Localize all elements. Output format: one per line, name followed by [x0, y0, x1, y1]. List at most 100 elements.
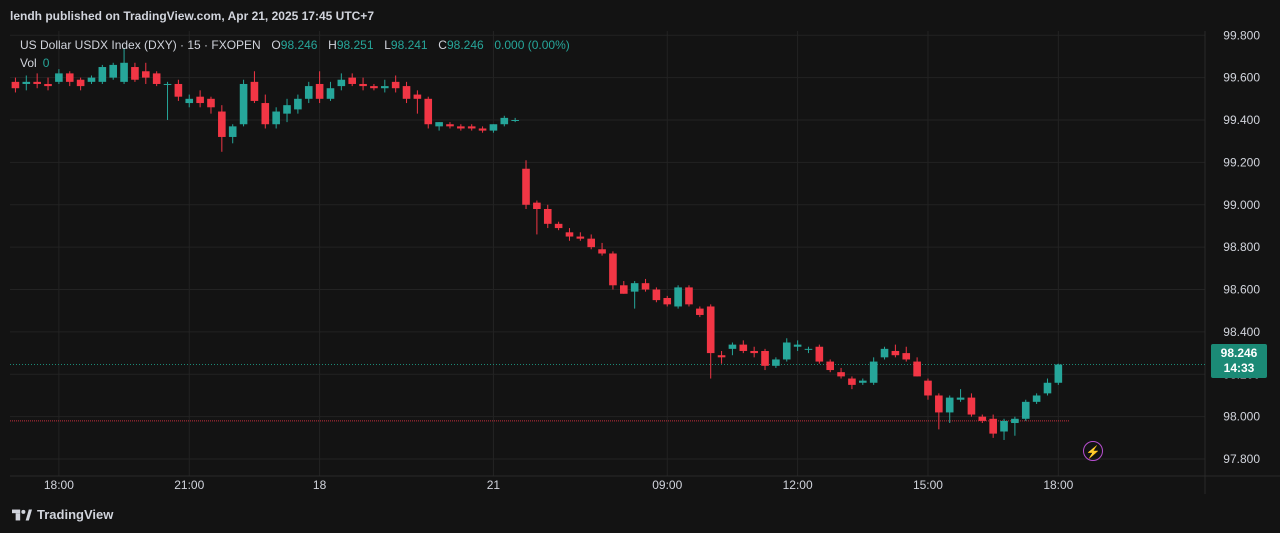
y-tick-label: 99.200 — [1223, 155, 1260, 169]
candle — [326, 81, 335, 101]
candle — [22, 75, 31, 91]
symbol-legend[interactable]: US Dollar USDX Index (DXY) · 15 · FXOPEN… — [20, 38, 570, 52]
candle-body — [565, 232, 574, 237]
candle-body — [44, 83, 52, 87]
candle-body — [391, 81, 400, 89]
candle — [663, 295, 672, 307]
candle-body — [674, 287, 682, 307]
candle — [435, 122, 443, 131]
candle — [402, 81, 411, 104]
candle-body — [1000, 420, 1008, 432]
candle-body — [413, 94, 422, 99]
candle — [500, 115, 509, 127]
candle — [826, 359, 835, 373]
volume-legend[interactable]: Vol 0 — [20, 56, 49, 70]
candle — [630, 281, 639, 309]
candle — [467, 124, 476, 131]
candle-body — [380, 86, 389, 89]
candle-body — [11, 81, 20, 89]
candle — [55, 69, 63, 84]
candle-body — [261, 103, 270, 125]
candle-body — [782, 342, 791, 360]
candle-body — [22, 81, 31, 84]
candle — [359, 77, 367, 91]
candle — [869, 357, 878, 385]
x-tick-label: 12:00 — [783, 478, 813, 492]
candle-body — [858, 380, 867, 383]
volume-label: Vol — [20, 56, 37, 70]
candle — [967, 393, 976, 417]
candle-body — [1043, 382, 1052, 394]
candle — [109, 62, 118, 80]
candle-body — [728, 344, 737, 349]
candle-body — [1032, 395, 1041, 402]
candle — [11, 77, 20, 93]
chart-area[interactable]: 99.800 99.600 99.400 99.200 99.000 98.800 98.6… — [10, 31, 1280, 494]
candle-body — [98, 67, 107, 82]
candle-body — [65, 73, 74, 82]
candle — [978, 414, 987, 424]
candle-body — [924, 380, 932, 396]
candle — [956, 389, 965, 402]
candle — [511, 117, 519, 123]
candle — [218, 105, 226, 152]
candle — [902, 346, 911, 362]
candle-body — [500, 117, 509, 125]
candle-body — [76, 79, 85, 87]
candle — [880, 346, 889, 360]
candle — [543, 204, 552, 229]
candle-body — [446, 124, 454, 127]
candle — [152, 71, 161, 87]
candle-body — [424, 98, 433, 125]
candle — [1021, 399, 1030, 421]
candle-body — [576, 236, 585, 239]
candle-body — [935, 395, 943, 413]
candle-body — [478, 128, 487, 131]
x-tick-label: 21 — [487, 478, 501, 492]
candle — [641, 278, 650, 292]
candle-body — [804, 348, 813, 350]
candle-body — [402, 86, 411, 99]
low-value: 98.241 — [390, 38, 428, 52]
candle-body — [750, 350, 758, 354]
candle — [174, 79, 183, 101]
x-tick-label: 18 — [313, 478, 327, 492]
y-tick-label: 98.000 — [1223, 410, 1260, 424]
candle-body — [696, 308, 704, 315]
candle — [1032, 393, 1041, 404]
low-label: L — [384, 38, 391, 52]
candlestick-chart[interactable]: 99.800 99.600 99.400 99.200 99.000 98.800 98.6… — [10, 31, 1280, 494]
candle-body — [120, 62, 128, 82]
candle — [457, 124, 465, 131]
y-tick-label: 99.400 — [1223, 113, 1260, 127]
candle-body — [489, 124, 498, 131]
tradingview-logo-icon — [12, 509, 32, 520]
y-tick-label: 98.600 — [1223, 283, 1260, 297]
candle — [261, 94, 270, 129]
tradingview-logo[interactable]: TradingView — [12, 507, 113, 522]
candle — [717, 350, 726, 364]
candle-body — [652, 289, 661, 301]
candle — [337, 73, 346, 91]
candle-body — [522, 168, 530, 205]
candle-body — [348, 77, 357, 84]
open-label: O — [271, 38, 281, 52]
candle — [250, 71, 259, 104]
lightning-icon[interactable]: ⚡ — [1083, 441, 1103, 461]
candle — [315, 71, 324, 104]
candle-body — [467, 126, 476, 129]
candle-body — [1021, 401, 1030, 419]
close-label: C — [438, 38, 447, 52]
candle-body — [337, 79, 346, 87]
bar-countdown: 14:33 — [1223, 361, 1255, 375]
change-value: 0.000 (0.00%) — [494, 38, 570, 52]
candle — [87, 75, 96, 84]
candle — [489, 124, 498, 133]
candle — [576, 232, 585, 241]
candle — [413, 90, 422, 114]
candle-body — [304, 86, 313, 99]
candle — [196, 90, 204, 108]
candle-body — [131, 67, 139, 80]
open-value: 98.246 — [280, 38, 318, 52]
candle — [1000, 418, 1008, 440]
